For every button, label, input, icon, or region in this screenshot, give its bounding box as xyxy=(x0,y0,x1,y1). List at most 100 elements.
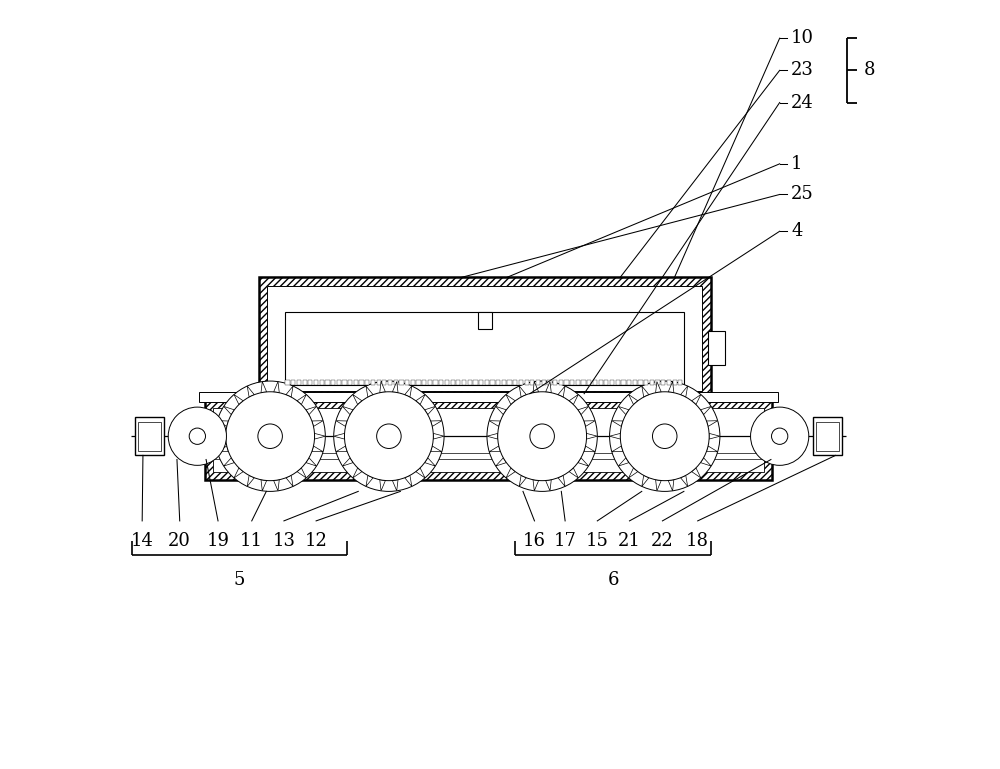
Polygon shape xyxy=(629,394,638,404)
Polygon shape xyxy=(558,386,565,397)
Bar xyxy=(213,408,764,472)
Polygon shape xyxy=(496,458,506,466)
Bar xyxy=(365,380,369,384)
Bar xyxy=(451,380,455,384)
Polygon shape xyxy=(314,434,325,439)
Polygon shape xyxy=(681,475,688,487)
Bar xyxy=(496,380,500,384)
Polygon shape xyxy=(578,458,589,466)
Bar xyxy=(542,380,546,384)
Bar xyxy=(411,380,415,384)
Bar xyxy=(644,380,648,384)
Polygon shape xyxy=(274,381,279,393)
Polygon shape xyxy=(618,458,629,466)
Bar xyxy=(525,380,529,384)
Bar xyxy=(616,380,620,384)
Bar xyxy=(394,380,398,384)
Polygon shape xyxy=(336,421,347,427)
Bar xyxy=(399,380,404,384)
Bar xyxy=(502,380,506,384)
Bar xyxy=(297,380,301,384)
Polygon shape xyxy=(312,421,323,427)
Bar xyxy=(485,380,489,384)
Bar xyxy=(599,380,603,384)
Bar xyxy=(359,380,364,384)
Polygon shape xyxy=(224,458,234,466)
Bar xyxy=(673,380,677,384)
Polygon shape xyxy=(380,381,385,393)
Bar xyxy=(462,380,466,384)
Text: 4: 4 xyxy=(791,222,803,240)
Bar xyxy=(185,427,197,445)
Polygon shape xyxy=(533,480,539,491)
Polygon shape xyxy=(425,406,435,414)
Polygon shape xyxy=(286,386,293,397)
Polygon shape xyxy=(247,475,254,487)
Polygon shape xyxy=(584,446,595,451)
Polygon shape xyxy=(546,381,551,393)
Bar xyxy=(456,380,460,384)
Text: 19: 19 xyxy=(207,531,230,550)
Polygon shape xyxy=(431,446,442,451)
Bar xyxy=(638,380,643,384)
Polygon shape xyxy=(334,434,345,439)
Polygon shape xyxy=(234,394,243,404)
Bar xyxy=(667,380,671,384)
Circle shape xyxy=(215,381,325,491)
Polygon shape xyxy=(425,458,435,466)
Circle shape xyxy=(620,391,709,481)
Text: 21: 21 xyxy=(618,531,641,550)
Polygon shape xyxy=(519,475,526,487)
Circle shape xyxy=(344,391,433,481)
Bar xyxy=(530,380,534,384)
Bar xyxy=(627,380,631,384)
Text: 10: 10 xyxy=(791,29,814,47)
Bar xyxy=(303,380,307,384)
Polygon shape xyxy=(668,480,674,491)
Text: 6: 6 xyxy=(607,571,619,590)
Polygon shape xyxy=(701,406,711,414)
Polygon shape xyxy=(234,468,243,478)
Bar xyxy=(678,380,682,384)
Bar xyxy=(433,380,438,384)
Circle shape xyxy=(610,381,720,491)
Polygon shape xyxy=(681,386,688,397)
Polygon shape xyxy=(366,386,373,397)
Polygon shape xyxy=(692,394,701,404)
Bar xyxy=(570,380,574,384)
Circle shape xyxy=(189,428,205,444)
Polygon shape xyxy=(656,381,661,393)
Text: 25: 25 xyxy=(791,185,814,204)
Bar xyxy=(621,380,626,384)
Polygon shape xyxy=(618,406,629,414)
Text: 17: 17 xyxy=(554,531,577,550)
Circle shape xyxy=(772,428,788,444)
Polygon shape xyxy=(342,458,353,466)
Bar xyxy=(377,380,381,384)
Polygon shape xyxy=(353,394,362,404)
Polygon shape xyxy=(701,458,711,466)
Text: 8: 8 xyxy=(864,62,875,79)
Circle shape xyxy=(334,381,444,491)
Text: 11: 11 xyxy=(240,531,263,550)
Polygon shape xyxy=(506,468,515,478)
Bar xyxy=(479,380,483,384)
Polygon shape xyxy=(496,406,506,414)
Bar xyxy=(314,380,318,384)
Text: 1: 1 xyxy=(791,155,803,173)
Bar xyxy=(816,421,839,451)
Polygon shape xyxy=(224,406,234,414)
Text: 22: 22 xyxy=(651,531,674,550)
Polygon shape xyxy=(546,480,551,491)
Circle shape xyxy=(498,391,587,481)
Bar xyxy=(331,380,335,384)
Polygon shape xyxy=(297,394,306,404)
Circle shape xyxy=(652,424,677,448)
Polygon shape xyxy=(656,480,661,491)
Bar xyxy=(405,380,409,384)
Polygon shape xyxy=(405,475,412,487)
Text: 24: 24 xyxy=(791,94,814,112)
Bar xyxy=(559,380,563,384)
Bar xyxy=(320,380,324,384)
Polygon shape xyxy=(215,434,226,439)
